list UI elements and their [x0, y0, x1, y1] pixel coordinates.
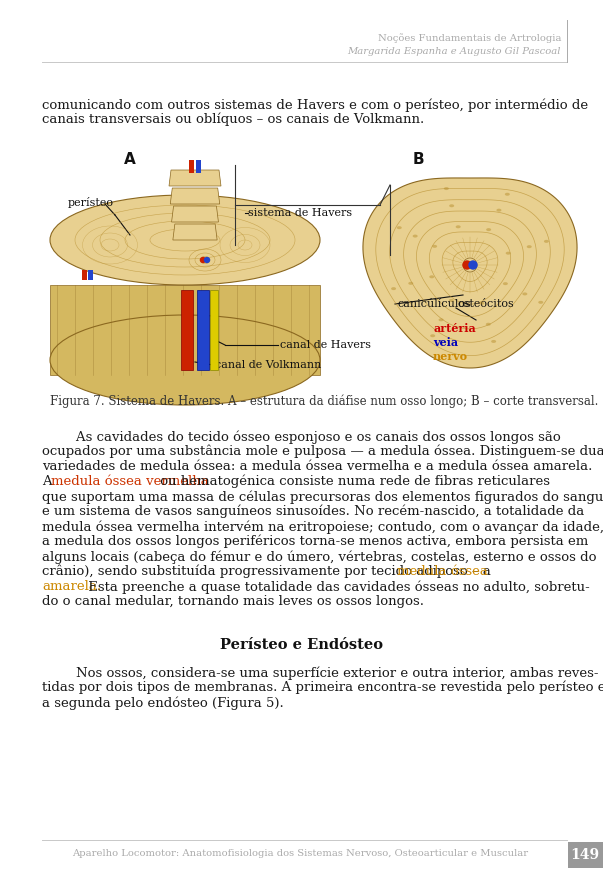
- Ellipse shape: [479, 301, 484, 305]
- Ellipse shape: [503, 282, 508, 286]
- Circle shape: [204, 258, 209, 263]
- Text: medula óssea: medula óssea: [397, 565, 488, 578]
- Text: que suportam uma massa de células precursoras dos elementos figurados do sangue: que suportam uma massa de células precur…: [42, 490, 603, 504]
- Bar: [189, 160, 194, 173]
- Text: ou hematogénica consiste numa rede de fibras reticulares: ou hematogénica consiste numa rede de fi…: [156, 475, 550, 489]
- Polygon shape: [172, 206, 218, 222]
- Text: a segunda pelo endósteo (Figura 5).: a segunda pelo endósteo (Figura 5).: [42, 696, 284, 710]
- Text: canicúlículos: canicúlículos: [398, 299, 472, 309]
- Text: tidas por dois tipos de membranas. A primeira encontra-se revestida pelo períste: tidas por dois tipos de membranas. A pri…: [42, 681, 603, 695]
- Text: canais transversais ou oblíquos – os canais de Volkmann.: canais transversais ou oblíquos – os can…: [42, 113, 425, 126]
- Text: ocupados por uma substância mole e pulposa — a medula óssea. Distinguem-se duas: ocupados por uma substância mole e pulpo…: [42, 445, 603, 458]
- Circle shape: [469, 261, 477, 269]
- Ellipse shape: [438, 318, 444, 321]
- Ellipse shape: [463, 258, 477, 272]
- Polygon shape: [50, 285, 320, 375]
- Text: perísteo: perísteo: [68, 196, 114, 208]
- Text: variedades de medula óssea: a medula óssea vermelha e a medula óssea amarela.: variedades de medula óssea: a medula óss…: [42, 460, 592, 473]
- Text: medula óssea vermelha: medula óssea vermelha: [51, 475, 209, 488]
- Text: canal de Volkmann: canal de Volkmann: [215, 360, 321, 370]
- Text: Figura 7. Sistema de Havers. A – estrutura da diáfise num osso longo; B – corte : Figura 7. Sistema de Havers. A – estrutu…: [50, 395, 598, 408]
- Ellipse shape: [397, 226, 402, 230]
- Ellipse shape: [544, 240, 549, 243]
- Text: a medula dos ossos longos periféricos torna-se menos activa, embora persista em: a medula dos ossos longos periféricos to…: [42, 535, 589, 548]
- Ellipse shape: [538, 300, 543, 304]
- Text: osteócitos: osteócitos: [457, 299, 514, 309]
- Text: Margarida Espanha e Augusto Gil Pascoal: Margarida Espanha e Augusto Gil Pascoal: [347, 47, 561, 56]
- Ellipse shape: [449, 299, 454, 302]
- Ellipse shape: [505, 193, 510, 195]
- Text: Noções Fundamentais de Artrologia: Noções Fundamentais de Artrologia: [377, 33, 561, 43]
- FancyBboxPatch shape: [568, 842, 603, 868]
- Ellipse shape: [429, 275, 434, 279]
- Ellipse shape: [432, 244, 437, 248]
- Bar: [196, 160, 201, 173]
- Text: comunicando com outros sistemas de Havers e com o perísteo, por intermédio de: comunicando com outros sistemas de Haver…: [42, 98, 588, 111]
- Text: nervo: nervo: [433, 350, 468, 362]
- Text: crânio), sendo substituída progressivamente por tecido adiposo – a: crânio), sendo substituída progressivame…: [42, 565, 495, 578]
- Bar: [82, 270, 87, 280]
- Bar: [181, 290, 193, 370]
- Text: medula óssea vermelha intervém na eritropoiese; contudo, com o avançar da idade,: medula óssea vermelha intervém na eritro…: [42, 520, 603, 533]
- Text: Perísteo e Endósteo: Perísteo e Endósteo: [221, 638, 384, 652]
- Ellipse shape: [408, 282, 413, 285]
- Circle shape: [201, 258, 206, 263]
- Ellipse shape: [412, 235, 418, 237]
- Polygon shape: [169, 170, 221, 186]
- Text: A: A: [124, 152, 136, 167]
- Polygon shape: [170, 188, 219, 204]
- Text: veia: veia: [433, 336, 458, 348]
- Bar: [88, 270, 93, 280]
- Bar: [210, 290, 218, 370]
- Polygon shape: [363, 178, 577, 368]
- Text: alguns locais (cabeça do fémur e do úmero, vértebras, costelas, esterno e ossos : alguns locais (cabeça do fémur e do úmer…: [42, 550, 596, 563]
- Text: 149: 149: [570, 848, 599, 862]
- Text: Esta preenche a quase totalidade das cavidades ósseas no adulto, sobretu-: Esta preenche a quase totalidade das cav…: [84, 580, 590, 594]
- Text: canal de Havers: canal de Havers: [280, 340, 371, 350]
- Ellipse shape: [486, 228, 491, 231]
- Ellipse shape: [456, 225, 461, 229]
- Ellipse shape: [491, 340, 496, 343]
- Ellipse shape: [506, 251, 511, 255]
- Text: As cavidades do tecido ósseo esponjoso e os canais dos ossos longos são: As cavidades do tecido ósseo esponjoso e…: [42, 430, 561, 443]
- Ellipse shape: [50, 315, 320, 405]
- Ellipse shape: [522, 293, 528, 295]
- Text: do o canal medular, tornando mais leves os ossos longos.: do o canal medular, tornando mais leves …: [42, 595, 424, 608]
- Text: Aparelho Locomotor: Anatomofisiologia dos Sistemas Nervoso, Osteoarticular e Mus: Aparelho Locomotor: Anatomofisiologia do…: [72, 849, 528, 858]
- Ellipse shape: [449, 204, 454, 208]
- Text: amarela.: amarela.: [42, 580, 101, 593]
- Ellipse shape: [496, 208, 502, 212]
- Ellipse shape: [50, 195, 320, 285]
- Text: A: A: [42, 475, 56, 488]
- Bar: [197, 290, 209, 370]
- Ellipse shape: [527, 245, 532, 248]
- Text: sistema de Havers: sistema de Havers: [248, 208, 352, 218]
- Ellipse shape: [444, 187, 449, 190]
- Text: Nos ossos, considera-se uma superfície exterior e outra interior, ambas reves-: Nos ossos, considera-se uma superfície e…: [42, 666, 599, 680]
- Text: artéria: artéria: [433, 322, 476, 334]
- Text: B: B: [412, 152, 424, 167]
- Ellipse shape: [391, 287, 396, 290]
- Ellipse shape: [430, 335, 435, 337]
- Ellipse shape: [486, 322, 491, 326]
- Text: e um sistema de vasos sanguíneos sinusoídes. No recém-nascido, a totalidade da: e um sistema de vasos sanguíneos sinusoí…: [42, 505, 584, 519]
- Polygon shape: [173, 224, 217, 240]
- Circle shape: [463, 261, 471, 269]
